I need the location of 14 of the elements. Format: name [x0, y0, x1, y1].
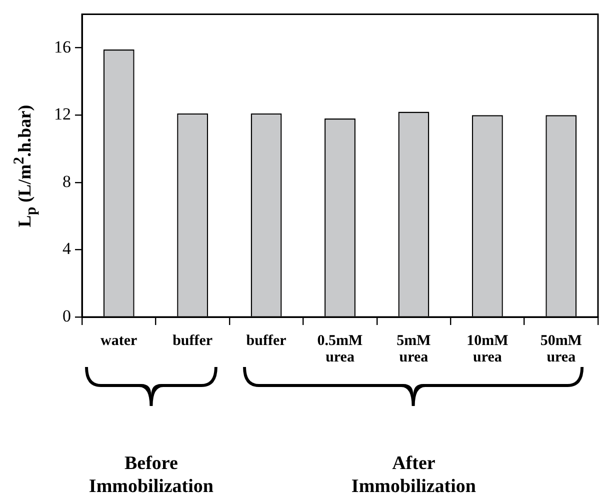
x-tick-label: water [100, 333, 138, 350]
y-tick-label: 16 [54, 37, 71, 56]
x-tick-label: buffer [172, 333, 213, 350]
x-tick-label: 0.5mM urea [317, 333, 363, 366]
y-tick-label: 0 [62, 306, 71, 326]
x-tick-label: 50mM urea [540, 333, 582, 366]
x-tick-label: 5mM urea [396, 333, 431, 366]
text: After Immobilization [350, 452, 477, 498]
x-tick-label: buffer [246, 333, 287, 350]
x-tick-label: 10mM urea [466, 333, 508, 366]
y-tick-label: 4 [62, 239, 72, 258]
text: Before Immobilization [88, 452, 214, 498]
y-tick-label: 8 [62, 172, 71, 191]
y-tick-label: 12 [54, 104, 71, 124]
